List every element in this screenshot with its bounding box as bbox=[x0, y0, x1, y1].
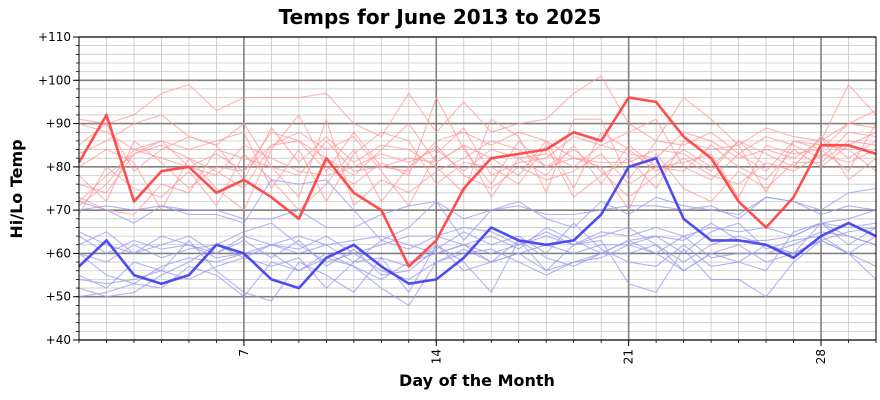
y-tick-label: +50 bbox=[46, 290, 71, 304]
x-tick-label: 7 bbox=[237, 349, 251, 357]
y-tick-label: +100 bbox=[38, 73, 71, 87]
y-tick-label: +90 bbox=[46, 117, 71, 131]
background-low-line bbox=[78, 226, 877, 263]
y-tick-label: +80 bbox=[46, 160, 71, 174]
x-tick-label: 14 bbox=[429, 349, 443, 364]
background-low-line bbox=[78, 196, 877, 229]
background-high-line bbox=[78, 118, 877, 216]
tick-labels: +40 +50 +60 +70 +80 +90 +100 +110 7 14 21 28 bbox=[38, 30, 828, 364]
y-tick-label: +40 bbox=[46, 333, 71, 347]
x-tick-label: 28 bbox=[814, 349, 828, 364]
background-high-line bbox=[78, 114, 877, 181]
background-low-line bbox=[78, 222, 877, 289]
background-low-line bbox=[78, 222, 877, 298]
y-axis-label: Hi/Lo Temp bbox=[7, 139, 26, 238]
background-low-line bbox=[78, 231, 877, 285]
x-axis-label: Day of the Month bbox=[399, 371, 555, 390]
highlight-series bbox=[77, 96, 877, 290]
y-tick-label: +70 bbox=[46, 203, 71, 217]
y-tick-label: +110 bbox=[38, 30, 71, 44]
background-high-line bbox=[78, 131, 877, 215]
major-gridlines bbox=[79, 36, 876, 341]
background-high-line bbox=[78, 131, 877, 203]
background-high-line bbox=[78, 75, 877, 146]
background-low-line bbox=[78, 222, 877, 276]
background-low-line bbox=[78, 179, 877, 241]
chart-title: Temps for June 2013 to 2025 bbox=[279, 5, 602, 29]
axis-ticks bbox=[73, 36, 877, 346]
highlight-high-line bbox=[77, 96, 877, 268]
background-low-line bbox=[78, 222, 877, 306]
plot-frame bbox=[78, 36, 877, 341]
minor-gridlines bbox=[78, 36, 877, 341]
x-tick-label: 21 bbox=[622, 349, 636, 364]
background-high-line bbox=[78, 118, 877, 211]
background-high-line bbox=[78, 97, 877, 211]
background-high-line bbox=[78, 110, 877, 207]
y-tick-label: +60 bbox=[46, 246, 71, 260]
background-low-line bbox=[78, 239, 877, 302]
highlight-low-line bbox=[78, 156, 877, 290]
